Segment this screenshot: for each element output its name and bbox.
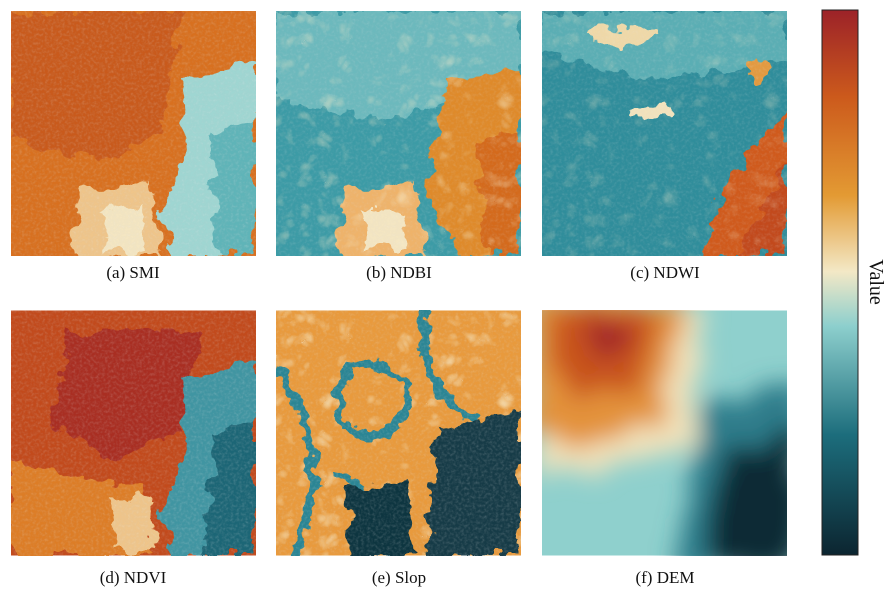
- panel-caption: (f) DEM: [635, 568, 694, 587]
- panel-image: [11, 311, 256, 556]
- panel-image: [276, 11, 521, 256]
- panel-image: [276, 311, 521, 556]
- panel-image: [532, 301, 802, 571]
- panel-caption: (a) SMI: [106, 263, 160, 282]
- figure: (a) SMI (b) NDBI (c) NDWI (d) NDVI (e) S…: [0, 0, 896, 589]
- panel-image: [542, 11, 787, 256]
- panel-caption: (d) NDVI: [100, 568, 167, 587]
- colorbar-label: Value: [865, 259, 887, 305]
- panel-image: [11, 11, 256, 256]
- panel-caption: (e) Slop: [372, 568, 426, 587]
- panel-caption: (b) NDBI: [366, 263, 432, 282]
- colorbar: [822, 10, 858, 555]
- panel-caption: (c) NDWI: [630, 263, 700, 282]
